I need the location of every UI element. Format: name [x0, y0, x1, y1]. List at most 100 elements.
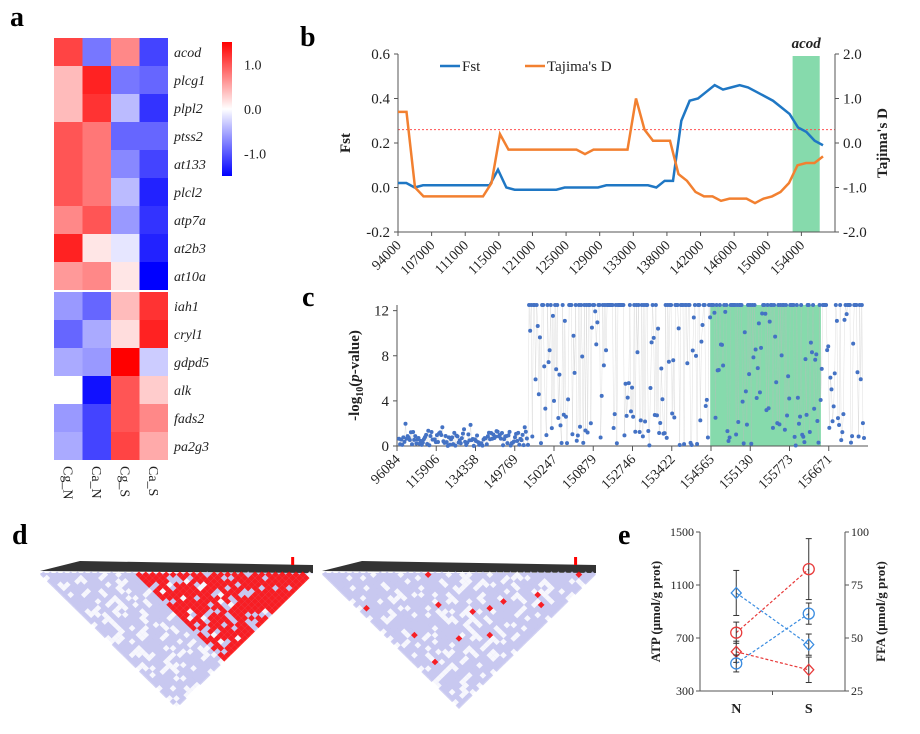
ld-cell — [441, 675, 449, 683]
ld-cell — [176, 698, 184, 706]
ld-cell — [428, 574, 436, 582]
ld-cell — [517, 588, 525, 595]
ld-cell — [217, 618, 225, 625]
ld-cell — [455, 688, 463, 696]
data-point — [622, 433, 627, 438]
data-point — [711, 303, 716, 307]
ld-cell — [335, 571, 343, 579]
ld-cell — [132, 608, 139, 615]
data-point — [453, 443, 458, 448]
ld-cell — [561, 598, 569, 605]
ld-cell — [428, 614, 436, 622]
ld-cell — [272, 604, 279, 612]
ld-cell — [210, 644, 218, 652]
ld-cell — [424, 598, 432, 605]
ld-cell — [441, 594, 449, 602]
ld-cell — [489, 655, 497, 662]
data-point — [804, 412, 809, 417]
ld-cell — [479, 645, 487, 652]
ld-cell — [383, 591, 391, 599]
ld-cell — [210, 584, 218, 592]
y-tick-label: -0.2 — [366, 225, 390, 241]
ld-cell — [431, 672, 439, 679]
ld-cell — [548, 591, 555, 599]
ld-cell — [258, 584, 266, 592]
ld-cell — [441, 608, 449, 615]
ld-cell — [561, 584, 569, 592]
ld-cell — [438, 638, 446, 646]
data-point — [588, 421, 593, 426]
ld-cell — [407, 608, 415, 615]
ld-cell — [544, 601, 552, 609]
ld-cell — [510, 621, 518, 629]
ld-cell — [428, 594, 436, 602]
ld-cell — [500, 631, 507, 639]
ld-cell — [328, 578, 336, 585]
ld-cell — [193, 574, 201, 582]
ld-cell — [118, 634, 126, 642]
ld-cell — [506, 598, 514, 605]
ld-cell — [345, 588, 353, 595]
ld-cell — [448, 608, 456, 615]
ld-cell — [397, 591, 405, 599]
heatmap-cell — [82, 122, 111, 150]
ld-cell — [472, 658, 480, 666]
ld-cell — [166, 648, 174, 655]
ld-cell — [193, 668, 201, 675]
data-point — [860, 421, 865, 426]
data-point — [740, 399, 745, 404]
data-point — [669, 303, 674, 307]
ld-cell — [462, 641, 470, 649]
y2-tick-label: 50 — [851, 631, 863, 645]
ld-cell — [193, 674, 201, 682]
data-point — [569, 303, 574, 307]
colorbar-tick-label: 0.0 — [244, 103, 262, 118]
ld-cell — [411, 658, 418, 666]
ld-cell — [548, 611, 555, 619]
data-point — [736, 420, 741, 425]
data-point — [556, 416, 561, 421]
ld-cell — [210, 578, 218, 585]
heatmap-cell — [111, 150, 140, 178]
ld-cell — [84, 608, 92, 615]
ld-cell — [431, 578, 439, 585]
heatmap-cell — [54, 376, 83, 404]
ld-cell — [84, 601, 92, 609]
ld-cell — [217, 631, 225, 639]
ld-cell — [424, 672, 432, 679]
ld-cell — [397, 625, 405, 632]
ld-cell — [431, 604, 439, 612]
ld-cell — [275, 594, 283, 602]
ld-annotation-track — [40, 561, 313, 573]
ld-cell — [459, 692, 466, 699]
ld-cell — [159, 594, 167, 602]
ld-cell — [428, 675, 436, 683]
data-point — [653, 303, 658, 307]
ld-cell — [452, 598, 459, 605]
ld-cell — [149, 584, 157, 592]
ld-cell — [387, 621, 394, 629]
ld-cell — [472, 625, 480, 632]
data-point — [806, 303, 811, 307]
ld-cell — [452, 571, 459, 579]
ld-cell — [544, 608, 552, 615]
heatmap-cell — [139, 122, 168, 150]
data-point — [585, 430, 590, 435]
data-point — [815, 419, 820, 424]
ld-cell — [387, 608, 394, 615]
ld-cell — [352, 594, 360, 602]
ld-cell — [435, 621, 442, 629]
x-tick-label: 150247 — [521, 452, 561, 492]
ld-cell — [517, 614, 525, 622]
ld-cell — [373, 614, 381, 622]
ld-cell — [254, 594, 262, 602]
ld-cell — [503, 655, 511, 662]
ld-cell — [517, 574, 525, 582]
ld-cell — [217, 624, 225, 632]
ld-cell — [87, 618, 95, 625]
ld-cell — [482, 648, 490, 656]
data-point — [597, 303, 602, 307]
data-point — [654, 413, 659, 418]
ld-cell — [289, 588, 296, 595]
ld-cell — [414, 635, 422, 642]
